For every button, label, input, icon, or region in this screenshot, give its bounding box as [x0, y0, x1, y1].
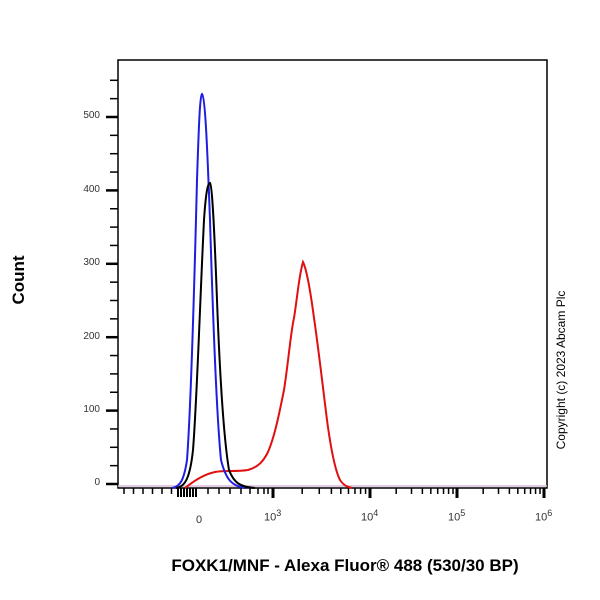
copyright-notice: Copyright (c) 2023 Abcam Plc: [553, 250, 569, 490]
x-tick-base: 0: [196, 514, 203, 526]
y-tick-label: 0: [94, 477, 100, 488]
x-tick-label: 106: [535, 508, 552, 524]
series-blue-curve: [171, 92, 246, 489]
x-tick-exponent: 6: [547, 508, 553, 518]
x-tick-label: 104: [361, 508, 378, 524]
copyright-text: Copyright (c) 2023 Abcam Plc: [554, 290, 568, 450]
x-tick-exponent: 5: [460, 508, 466, 518]
x-tick-exponent: 4: [373, 508, 379, 518]
x-tick-exponent: 3: [276, 508, 282, 518]
y-axis-title: Count: [4, 240, 34, 320]
x-tick-label: 103: [264, 508, 281, 524]
plot-frame: [117, 59, 548, 489]
x-tick-label: 105: [448, 508, 465, 524]
series-black-curve: [175, 181, 256, 489]
y-tick-label: 200: [83, 331, 100, 342]
y-tick-label: 500: [83, 110, 100, 121]
y-axis-title-text: Count: [9, 255, 28, 305]
x-tick-base: 10: [361, 511, 374, 524]
y-tick-label: 400: [83, 184, 100, 195]
x-tick-base: 10: [448, 511, 461, 524]
x-tick-base: 10: [264, 511, 277, 524]
y-axis-ticks: [106, 79, 118, 486]
x-axis-title: FOXK1/MNF - Alexa Fluor® 488 (530/30 BP): [171, 556, 519, 575]
x-tick-label: 0: [196, 514, 202, 526]
y-tick-label: 300: [83, 257, 100, 268]
x-axis-ticks: [123, 488, 546, 498]
series-red-curve: [184, 259, 353, 489]
y-tick-label: 100: [83, 404, 100, 415]
x-tick-base: 10: [535, 511, 548, 524]
